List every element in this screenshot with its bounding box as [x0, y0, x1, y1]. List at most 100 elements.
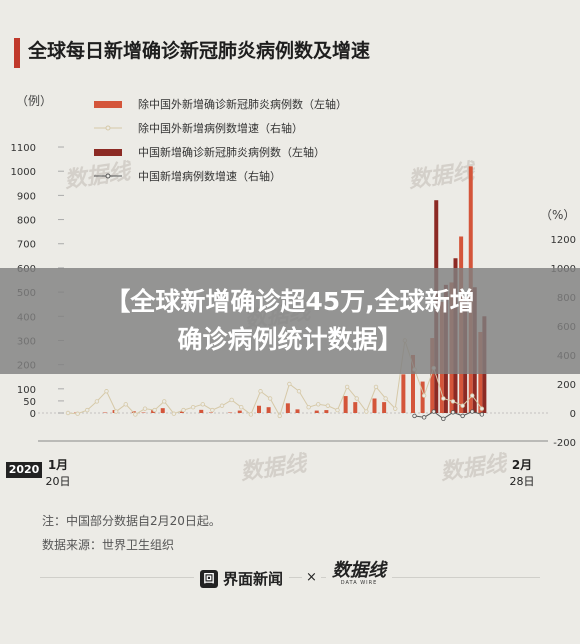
foreign-growth-point: [277, 413, 282, 419]
foreign-growth-point: [171, 411, 177, 416]
foreign-growth-point: [354, 396, 359, 401]
foreign-new-cases-bar: [285, 403, 290, 413]
china-growth-point: [412, 413, 417, 419]
x-label-month: 2月: [511, 458, 533, 472]
foreign-growth-point: [316, 402, 321, 407]
foreign-growth-point: [142, 406, 148, 411]
y-left-tick-label: 50: [23, 397, 36, 408]
china-growth-point: [460, 413, 465, 419]
foreign-growth-point: [229, 397, 234, 403]
legend-swatch-bar-china: [94, 149, 122, 156]
year-badge: 2020: [6, 462, 42, 478]
footnote: 注：中国部分数据自2月20日起。: [42, 514, 221, 528]
datawire-sub: DATA WIRE: [340, 580, 378, 586]
y-left-tick-label: 800: [17, 216, 36, 227]
china-growth-point: [421, 415, 427, 420]
foreign-growth-point: [287, 381, 292, 387]
y-left-tick-label: 900: [17, 191, 36, 202]
foreign-growth-point: [75, 411, 80, 416]
brand-jiemian-label: 界面新闻: [223, 570, 284, 588]
legend-swatch-line-foreign: [94, 125, 122, 131]
foreign-growth-point: [162, 399, 167, 404]
foreign-growth-point: [325, 403, 331, 408]
foreign-growth-point: [123, 402, 128, 407]
foreign-new-cases-bar: [199, 409, 204, 413]
china-growth-point: [431, 409, 436, 414]
foreign-new-cases-bar: [237, 410, 242, 413]
x-axis-label-end: 2月 28日: [508, 456, 536, 489]
foreign-new-cases-bar: [160, 408, 165, 413]
x-label-day: 28日: [509, 475, 535, 488]
foreign-growth-point: [104, 389, 109, 394]
title-accent-bar: [14, 38, 20, 68]
foreign-new-cases-bar: [401, 374, 406, 413]
foreign-growth-point: [65, 410, 71, 416]
foreign-new-cases-bar: [257, 405, 261, 413]
foreign-growth-point: [152, 407, 157, 413]
legend-label: 中国新增病例数增速（右轴）: [138, 170, 281, 183]
foreign-growth-point: [200, 402, 205, 407]
x-label-month: 1月: [47, 458, 69, 472]
foreign-new-cases-bar: [420, 381, 425, 413]
x-axis-label-start: 1月 20日: [44, 456, 72, 489]
footer-divider: [40, 577, 540, 578]
foreign-new-cases-bar: [324, 410, 329, 413]
foreign-growth-point: [421, 393, 427, 398]
y-left-tick-label: 100: [17, 385, 36, 396]
foreign-growth-point: [393, 406, 398, 411]
china-growth-point: [479, 412, 485, 417]
y-right-tick-label: 200: [557, 380, 576, 391]
legend-label: 除中国外新增确诊新冠肺炎病例数（左轴）: [138, 98, 347, 111]
y-left-tick-label: 1000: [11, 167, 36, 178]
brand-datawire: 数据线 DATA WIRE: [326, 562, 392, 586]
y-right-tick-label: -200: [553, 438, 576, 449]
foreign-growth-point: [85, 407, 90, 413]
foreign-new-cases-bar: [343, 396, 348, 413]
china-growth-point: [450, 410, 456, 415]
foreign-new-cases-bar: [372, 398, 377, 413]
foreign-growth-point: [248, 412, 254, 417]
foreign-new-cases-bar: [430, 338, 435, 413]
foreign-growth-point: [470, 393, 475, 398]
x-label-day: 20日: [45, 475, 71, 488]
foreign-growth-point: [94, 399, 100, 404]
y-left-tick-label: 700: [17, 240, 36, 251]
foreign-growth-point: [133, 412, 138, 417]
y-right-tick-label: 0: [570, 409, 576, 420]
headline-overlay: [0, 268, 580, 374]
foreign-growth-point: [383, 396, 388, 401]
y-left-tick-label: 1100: [11, 143, 36, 154]
foreign-growth-point: [210, 407, 215, 413]
brand-jiemian: 回 界面新闻: [194, 568, 290, 589]
foreign-new-cases-bar: [295, 409, 300, 413]
foreign-growth-point: [335, 407, 340, 413]
headline-line-1: 【全球新增确诊超45万,全球新增: [105, 287, 475, 316]
data-source: 数据来源：世界卫生组织: [42, 538, 175, 552]
foreign-growth-point: [364, 409, 369, 414]
legend-swatch-line-china: [94, 173, 122, 179]
headline-text: 【全球新增确诊超45万,全球新增 确诊病例统计数据】: [0, 283, 580, 359]
foreign-growth-point: [258, 389, 263, 394]
foreign-growth-point: [306, 405, 311, 410]
foreign-new-cases-bar: [353, 402, 358, 413]
foreign-new-cases-bar: [382, 402, 387, 413]
foreign-growth-point: [113, 409, 119, 414]
foreign-new-cases-bar: [180, 411, 184, 413]
foreign-growth-point: [460, 403, 465, 408]
chart-title: 全球每日新增确诊新冠肺炎病例数及增速: [28, 40, 371, 62]
foreign-new-cases-bar: [314, 410, 319, 413]
foreign-growth-point: [239, 405, 244, 410]
china-growth-point: [441, 416, 446, 421]
chart-area: 05010020030040050060070080090010001100-2…: [11, 143, 576, 449]
foreign-growth-point: [441, 396, 446, 401]
foreign-growth-point: [190, 405, 196, 410]
foreign-growth-point: [373, 384, 379, 390]
y-right-tick-label: 1200: [551, 235, 576, 246]
foreign-growth-point: [219, 403, 225, 408]
foreign-growth-point: [344, 384, 350, 390]
china-growth-point: [470, 409, 475, 414]
foreign-growth-point: [450, 399, 456, 404]
headline-line-2: 确诊病例统计数据】: [177, 325, 403, 354]
datawire-logo: 数据线: [332, 560, 386, 581]
right-axis-unit: （%）: [540, 208, 576, 222]
